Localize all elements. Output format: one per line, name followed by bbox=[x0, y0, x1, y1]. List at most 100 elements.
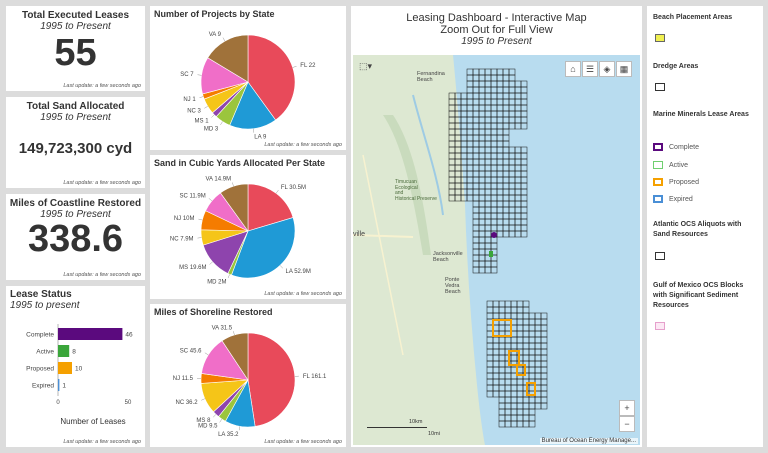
map-title-line2: Zoom Out for Full View bbox=[440, 24, 553, 36]
legend-expired: Expired bbox=[653, 195, 693, 203]
last-update: Last update: a few seconds ago bbox=[63, 180, 141, 186]
pie-label: LA 9 bbox=[254, 135, 267, 141]
pie-label: MS 8 bbox=[196, 418, 211, 424]
pie-leader bbox=[197, 237, 202, 239]
pie-leader bbox=[232, 182, 234, 187]
pie-label: SC 7 bbox=[180, 72, 194, 78]
kpi-total-sand-allocated: Total Sand Allocated 1995 to Present 149… bbox=[6, 97, 145, 188]
pie-slice-fl[interactable] bbox=[247, 332, 296, 427]
pie-leader bbox=[220, 121, 223, 126]
kpi-subtitle: 1995 to Present bbox=[40, 21, 111, 32]
pie-label: FL 161.1 bbox=[303, 374, 327, 380]
place-ponte-vedra: Ponte Vedra Beach bbox=[445, 277, 461, 295]
pie-leader bbox=[279, 265, 283, 269]
map-title: Leasing Dashboard - Interactive Map bbox=[406, 12, 587, 24]
pie-label: NC 7.9M bbox=[170, 237, 194, 243]
bar-expired[interactable] bbox=[58, 379, 60, 391]
legend-expired-label: Expired bbox=[669, 195, 693, 203]
bar-label: Complete bbox=[26, 332, 54, 339]
kpi-title: Total Executed Leases bbox=[21, 10, 130, 21]
legend-active: Active bbox=[653, 161, 688, 169]
legend-atlantic-ocs: Atlantic OCS Aliquots with Sand Resource… bbox=[653, 221, 742, 238]
pie-leader bbox=[275, 189, 279, 194]
pie-slice-va[interactable] bbox=[207, 34, 249, 83]
bar-value: 46 bbox=[125, 332, 133, 339]
kpi-title: Miles of Coastline Restored bbox=[9, 198, 142, 209]
layers-icon[interactable]: ◈ bbox=[599, 61, 615, 77]
pie-label: SC 45.6 bbox=[180, 349, 202, 355]
bar-value: 1 bbox=[62, 383, 66, 390]
chart-title: Sand in Cubic Yards Allocated Per State bbox=[154, 158, 326, 168]
legend-proposed-label: Proposed bbox=[669, 178, 699, 186]
pie-leader bbox=[209, 261, 213, 265]
shoreline-restored-panel: Miles of Shoreline Restored FL 161.1 LA 3… bbox=[150, 304, 346, 447]
bar-proposed[interactable] bbox=[58, 362, 72, 374]
scale-km: 10km bbox=[409, 419, 423, 425]
x-tick: 50 bbox=[125, 400, 132, 406]
dredge-swatch bbox=[655, 83, 665, 91]
place-ville: ville bbox=[353, 231, 366, 238]
pie-label: MD 9.5 bbox=[198, 424, 218, 430]
qr-icon[interactable]: ▦ bbox=[616, 61, 632, 77]
kpi-value: 338.6 bbox=[27, 218, 124, 260]
pie-label: VA 9 bbox=[209, 32, 222, 38]
pie-label: FL 30.5M bbox=[281, 185, 306, 191]
list-icon[interactable]: ☰ bbox=[582, 61, 598, 77]
kpi-miles-coastline-restored: Miles of Coastline Restored 1995 to Pres… bbox=[6, 194, 145, 280]
home-icon[interactable]: ⌂ bbox=[565, 61, 581, 77]
bar-active[interactable] bbox=[58, 345, 70, 357]
pie-leader bbox=[211, 114, 215, 118]
active-swatch bbox=[653, 161, 663, 169]
kpi-value: 55 bbox=[54, 32, 97, 74]
gulf-swatch bbox=[655, 322, 665, 330]
pie-slice-fl[interactable] bbox=[247, 34, 296, 121]
shoreline-pie-chart: FL 161.1 LA 35.2MD 9.5MS 8 NC 36.2 NJ 11.5 S… bbox=[173, 325, 327, 438]
pie-slice-fl[interactable] bbox=[247, 183, 294, 232]
last-update: Last update: a few seconds ago bbox=[264, 291, 342, 297]
legend-complete: Complete bbox=[653, 143, 699, 151]
pie-leader bbox=[219, 418, 223, 423]
pie-label: NC 36.2 bbox=[176, 400, 199, 406]
pie-label: MD 3 bbox=[204, 126, 219, 132]
chart-title: Number of Projects by State bbox=[154, 9, 275, 19]
map-view[interactable]: Fernandina Beach Timucuan Ecological and… bbox=[353, 55, 640, 445]
pie-leader bbox=[204, 106, 208, 109]
map-select-tool[interactable]: ⬚▾ bbox=[359, 61, 373, 71]
zoom-in-button[interactable]: + bbox=[619, 400, 635, 416]
legend-proposed: Proposed bbox=[653, 178, 699, 186]
kpi-title: Total Sand Allocated bbox=[26, 101, 125, 112]
pie-label: FL 22 bbox=[300, 63, 316, 69]
bar-complete[interactable] bbox=[58, 328, 123, 340]
pie-slice-va[interactable] bbox=[221, 332, 249, 381]
ocs-aliquot-cell bbox=[540, 402, 548, 410]
pie-label: NC 3 bbox=[187, 108, 201, 114]
pie-label: LA 52.9M bbox=[286, 269, 311, 275]
pie-label: LA 35.2 bbox=[218, 432, 239, 438]
pie-leader bbox=[222, 37, 226, 42]
zoom-out-button[interactable]: − bbox=[619, 416, 635, 432]
pie-leader bbox=[197, 74, 202, 76]
legend-dredge-areas: Dredge Areas bbox=[653, 63, 699, 70]
pie-leader bbox=[212, 414, 217, 418]
last-update: Last update: a few seconds ago bbox=[63, 439, 141, 445]
ocs-aliquot-cell bbox=[528, 420, 536, 428]
beach-swatch bbox=[655, 34, 665, 42]
pie-slice-la[interactable] bbox=[231, 217, 296, 279]
pie-label: NJ 10M bbox=[174, 216, 195, 222]
pie-leader bbox=[204, 352, 209, 356]
last-update: Last update: a few seconds ago bbox=[264, 439, 342, 445]
x-axis-label: Number of Leases bbox=[60, 417, 125, 426]
map-attribution: Bureau of Ocean Energy Manage... bbox=[539, 438, 638, 444]
pie-label: NJ 11.5 bbox=[173, 376, 194, 382]
sand-per-state-panel: Sand in Cubic Yards Allocated Per State … bbox=[150, 155, 346, 299]
legend-complete-label: Complete bbox=[669, 143, 699, 151]
scale-mi: 10mi bbox=[428, 431, 440, 437]
projects-pie-chart: FL 22 LA 9 MD 3 MS 1 NC 3 NJ 1 SC 7 VA 9 bbox=[180, 32, 316, 141]
pie-leader bbox=[199, 96, 204, 98]
expired-swatch bbox=[653, 195, 663, 203]
pie-leader bbox=[238, 426, 241, 431]
place-timucuan: Timucuan Ecological and Historical Prese… bbox=[395, 179, 437, 202]
pie-slice-la[interactable] bbox=[229, 81, 277, 130]
last-update: Last update: a few seconds ago bbox=[264, 142, 342, 148]
